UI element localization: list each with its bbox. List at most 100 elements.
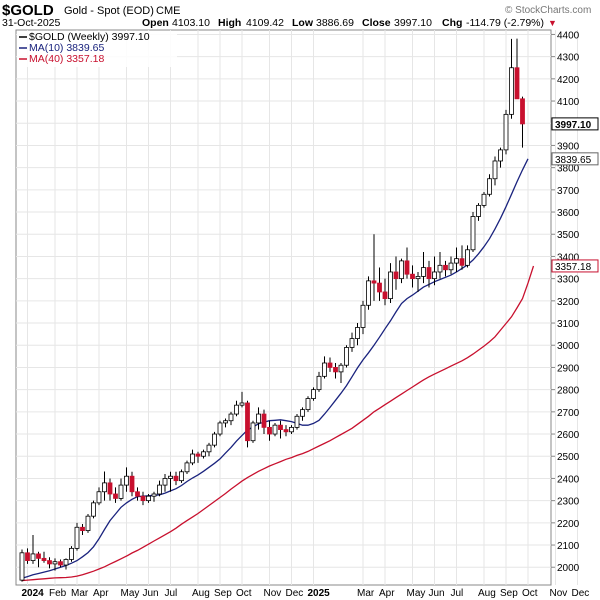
y-tick-label: 3800 [557,164,580,175]
x-tick-label: Apr [93,588,109,599]
ma10-line [21,158,529,579]
candle-up [30,535,36,564]
candle-body [267,426,272,435]
candle-down [278,420,283,439]
y-axis: 2000 2100 2200 2300 2400 2500 2600 2700 2800 2900… [551,30,580,574]
candle-body [355,327,360,339]
price-tag: 3997.10 [551,117,599,131]
candle-body [498,149,503,162]
candle-up [206,442,212,457]
x-tick-label: Mar [357,588,375,599]
legend-ma40: MA(40) 3357.18 [29,53,104,65]
x-tick-label: Sep [214,588,232,599]
y-tick-label: 3600 [557,208,580,219]
candle-down [333,363,338,379]
watermark: © StockCharts.com [505,5,591,16]
candle-up [432,256,437,286]
candle-up [85,513,91,533]
candle-down [135,487,140,501]
candle-body [223,420,228,424]
candle-down [410,265,415,288]
candle-body [305,398,311,411]
legend: $GOLD (Weekly) 3997.10 MA(10) 3839.65 MA… [17,31,177,67]
x-tick-label: Jun [143,588,159,599]
candle-body [206,444,212,453]
candle-body [448,262,454,271]
candle-body [283,429,289,433]
y-tick-label: 3200 [557,297,580,308]
y-tick-label: 3900 [557,141,580,152]
candle-up [316,371,322,392]
candle-down [113,487,118,503]
ma40-layer [21,265,535,582]
candle-up [311,387,316,401]
candle-up [448,256,454,275]
candle-body [63,559,69,566]
candle-body [245,402,250,442]
candle-up [179,469,184,483]
x-tick-label: Oct [522,588,538,599]
candle-up [69,546,74,562]
candle-body [151,493,157,497]
candle-body [492,160,498,180]
price-tag: 3357.18 [551,259,599,273]
open-value: 4103.10 [172,17,210,29]
candle-down [514,38,520,100]
candle-body [514,67,520,100]
candle-up [294,414,300,430]
y-tick-label: 2900 [557,363,580,374]
candle-down [426,260,432,288]
candle-body [333,367,338,373]
candle-up [256,407,261,430]
candle-down [195,451,201,463]
candle-down [173,471,179,486]
candle-up [184,460,190,474]
x-tick-label: Nov [550,588,568,599]
candle-body [212,433,217,446]
candle-down [245,400,250,448]
candle-body [289,426,294,433]
candle-up [217,420,223,437]
candle-down [393,256,399,290]
candle-up [102,471,107,501]
low-value: 3886.69 [316,17,354,29]
y-tick-label: 3400 [557,252,580,263]
y-tick-label: 3100 [557,319,580,330]
y-tick-label: 4400 [557,30,580,41]
candle-body [311,389,316,399]
candles [19,38,525,582]
x-tick-label: Feb [49,588,67,599]
price-tag-label: 3357.18 [555,262,592,273]
candle-up [151,491,157,502]
x-tick-label: Jul [165,588,178,599]
ma10-layer [21,158,529,579]
y-tick-label: 3500 [557,230,580,241]
candle-up [388,263,393,304]
candle-body [454,258,459,264]
candle-body [173,475,179,482]
y-tick-label: 2300 [557,497,580,508]
candle-up [96,487,102,506]
quote-date: 31-Oct-2025 [2,17,61,29]
close-value: 3997.10 [394,17,432,29]
candle-body [338,364,344,373]
candle-body [272,424,278,435]
chg-label: Chg [442,17,462,29]
candle-up [289,425,294,435]
y-tick-label: 3300 [557,275,580,286]
candle-up [201,449,206,459]
candle-down [41,551,47,563]
candle-body [190,453,195,464]
candle-body [102,482,107,493]
candle-body [146,495,151,502]
candle-up [146,493,151,503]
candle-body [201,451,206,457]
y-tick-label: 2700 [557,408,580,419]
candle-down [283,425,289,437]
candle-up [344,345,349,368]
x-tick-label: Dec [572,588,590,599]
y-tick-label: 4100 [557,97,580,108]
candle-body [344,347,349,366]
candle-up [305,396,311,412]
candle-body [96,491,102,504]
